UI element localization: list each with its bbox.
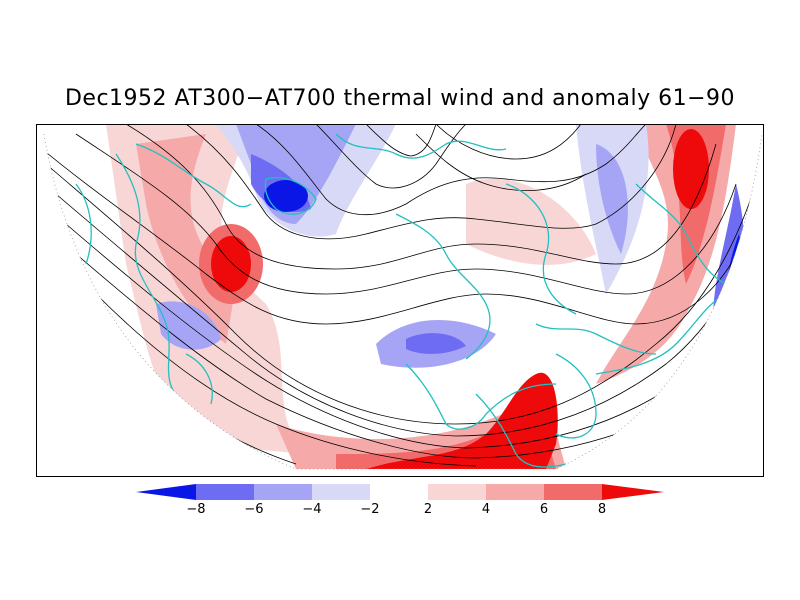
anomaly-field [36, 124, 762, 469]
colorbar-tick-label: −6 [244, 502, 264, 517]
colorbar [136, 484, 666, 514]
colorbar-segment-pos-extend [602, 484, 664, 500]
map-title: Dec1952 AT300−AT700 thermal wind and ano… [64, 86, 736, 111]
map-border [36, 124, 764, 477]
colorbar-segment-neg3 [196, 484, 254, 500]
anomaly-max-east [673, 129, 709, 209]
anomaly-negative-center-core [406, 333, 466, 354]
coastlines [75, 133, 727, 468]
colorbar-segment-neg1 [312, 484, 370, 500]
colorbar-tick-label: −4 [302, 502, 322, 517]
colorbar-tick-label: 6 [539, 502, 549, 517]
colorbar-tick-label: 8 [597, 502, 607, 517]
colorbar-tick-label: −2 [360, 502, 380, 517]
polar-anomaly-map [36, 124, 764, 477]
anomaly-min-north [264, 180, 308, 212]
colorbar-tick-label: 4 [481, 502, 491, 517]
anomaly-positive-northeast [466, 178, 596, 265]
colorbar-segment-pos2 [486, 484, 544, 500]
anomaly-max-west-core [211, 236, 251, 292]
colorbar-tick-label: 2 [423, 502, 433, 517]
anomaly-negative-east-core [596, 144, 628, 254]
thermal-wind-streamlines [36, 124, 761, 469]
colorbar-segment-neg-extend [136, 484, 196, 500]
latitude-boundary [43, 133, 763, 470]
colorbar-segment-pos1 [428, 484, 486, 500]
colorbar-segment-neg2 [254, 484, 312, 500]
colorbar-tick-label: −8 [186, 502, 206, 517]
colorbar-segment-pos3 [544, 484, 602, 500]
colorbar-segment-zero [370, 484, 428, 500]
